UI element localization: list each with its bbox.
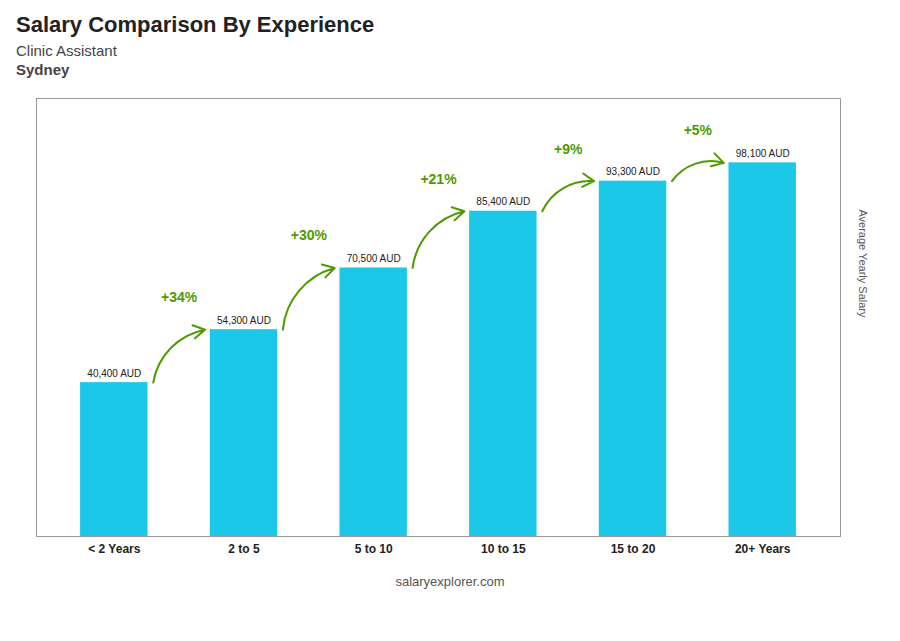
html-text:Sydney: Sydney — [16, 61, 70, 78]
svg-text:40,400 AUD: 40,400 AUD — [87, 368, 141, 379]
svg-text:93,300 AUD: 93,300 AUD — [606, 166, 660, 177]
svg-text:+9%: +9% — [554, 141, 583, 157]
svg-text:2 to 5: 2 to 5 — [228, 542, 260, 556]
svg-text:+5%: +5% — [684, 122, 713, 138]
svg-text:Average Yearly Salary: Average Yearly Salary — [857, 209, 869, 318]
svg-text:85,400 AUD: 85,400 AUD — [476, 196, 530, 207]
html-text:salaryexplorer.com: salaryexplorer.com — [395, 574, 505, 589]
svg-text:+34%: +34% — [161, 289, 198, 305]
svg-text:10 to 15: 10 to 15 — [481, 542, 526, 556]
svg-text:54,300 AUD: 54,300 AUD — [217, 315, 271, 326]
svg-text:5 to 10: 5 to 10 — [355, 542, 393, 556]
svg-text:+30%: +30% — [291, 227, 328, 243]
svg-text:98,100 AUD: 98,100 AUD — [736, 148, 790, 159]
svg-text:< 2 Years: < 2 Years — [88, 542, 140, 556]
svg-text:20+ Years: 20+ Years — [735, 542, 791, 556]
svg-text:70,500 AUD: 70,500 AUD — [347, 253, 401, 264]
html-text:Clinic Assistant: Clinic Assistant — [16, 42, 117, 59]
html-text:Salary Comparison By Experienc: Salary Comparison By Experience — [16, 12, 375, 37]
svg-text:15 to 20: 15 to 20 — [611, 542, 656, 556]
svg-text:+21%: +21% — [420, 171, 457, 187]
